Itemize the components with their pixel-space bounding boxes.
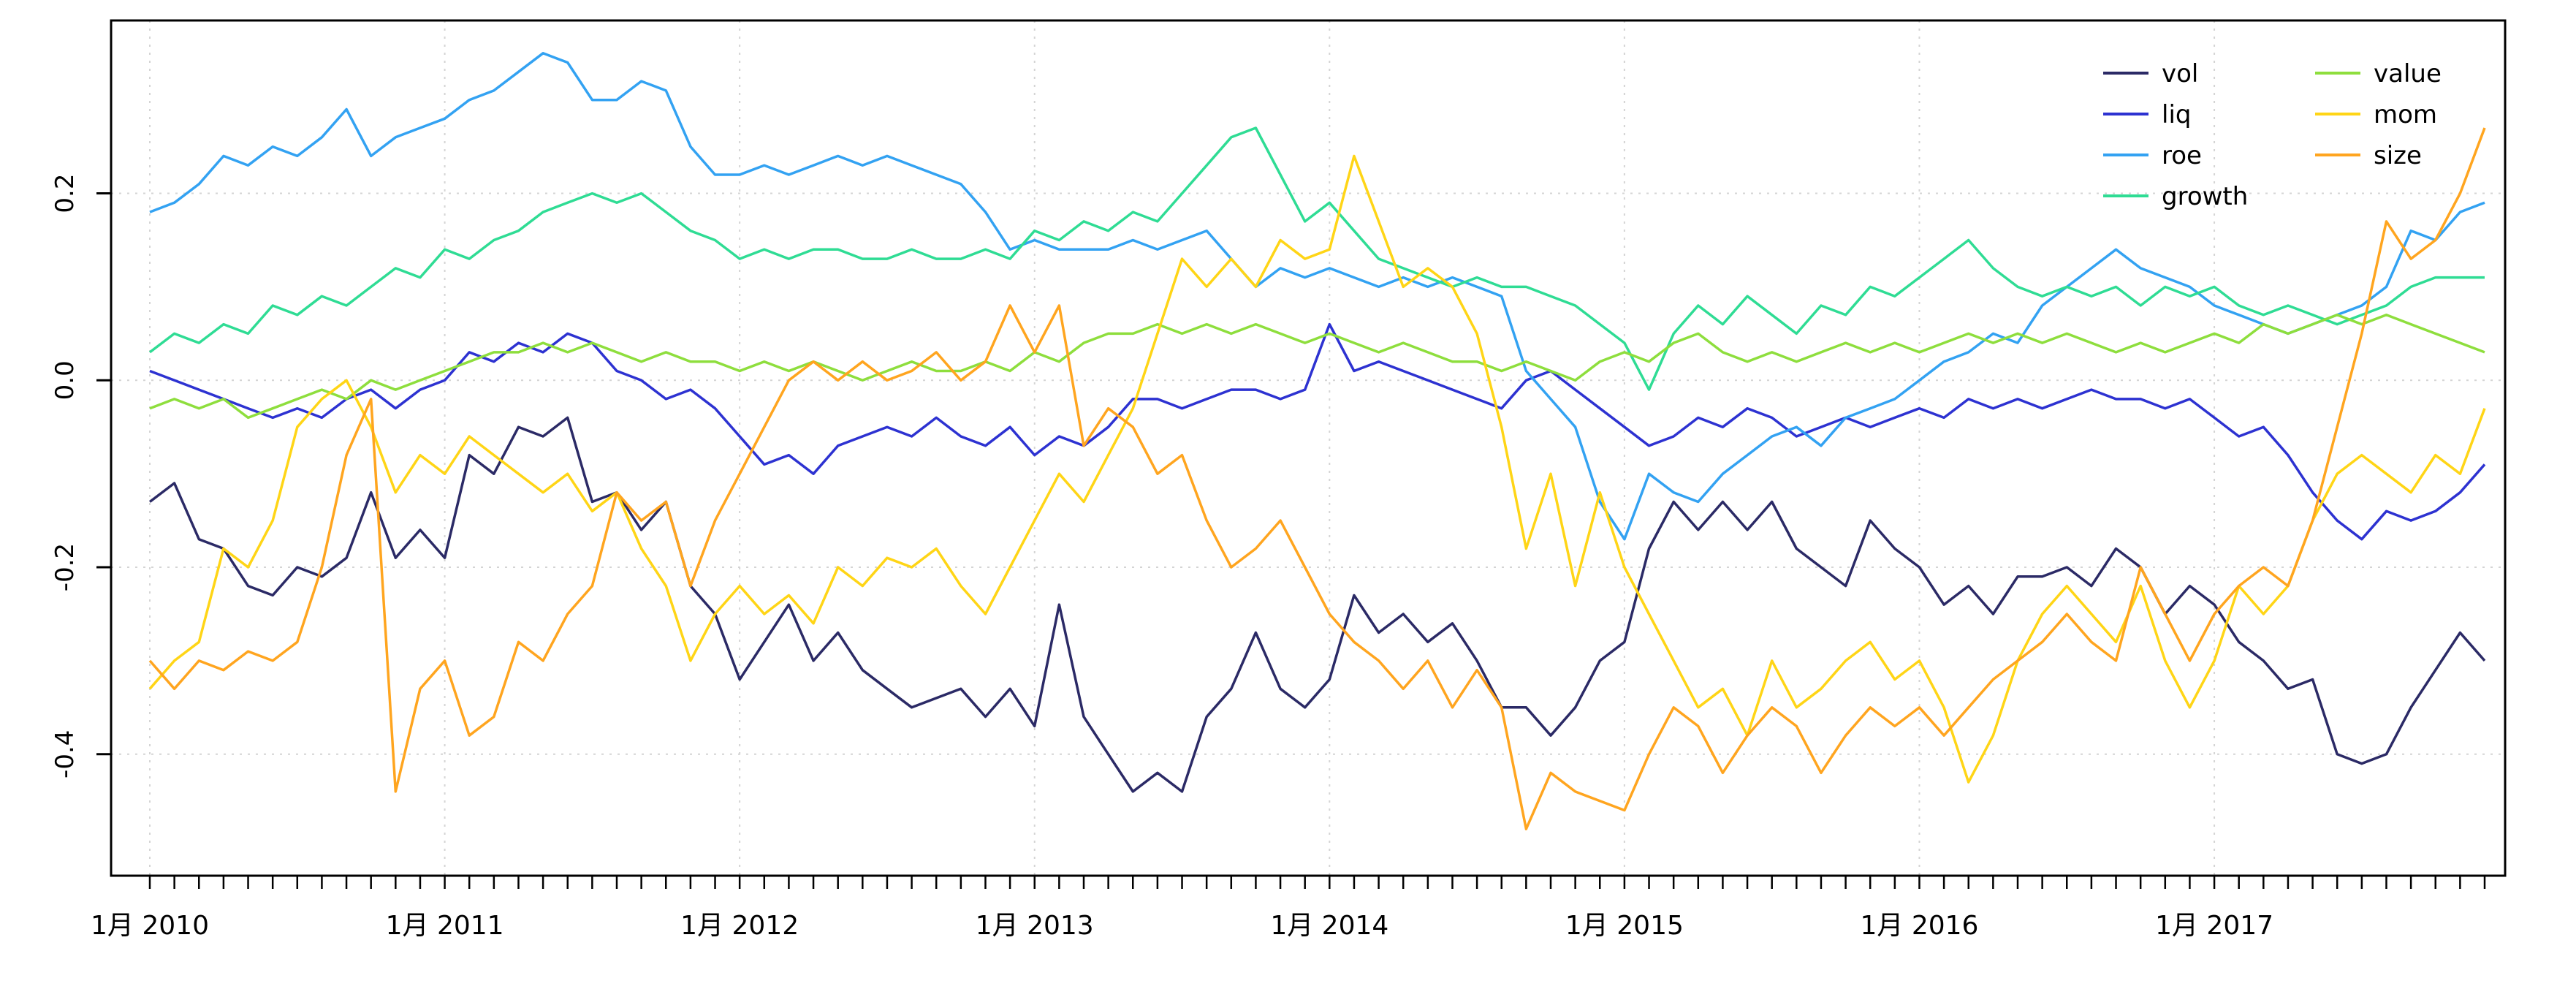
- x-tick-label: 1月 2014: [1270, 911, 1388, 941]
- x-tick-label: 1月 2015: [1565, 911, 1684, 941]
- y-tick-label: 0.2: [50, 174, 80, 213]
- vol-line: [148, 416, 2486, 793]
- legend-label-value: value: [2374, 59, 2442, 88]
- mom-line: [148, 154, 2486, 784]
- growth-line: [148, 126, 2485, 391]
- legend-label-roe: roe: [2162, 141, 2202, 170]
- x-tick-label: 1月 2013: [976, 911, 1094, 941]
- legend-label-liq: liq: [2162, 100, 2191, 129]
- plot-box: [110, 19, 2507, 877]
- x-tick-label: 1月 2011: [386, 911, 504, 941]
- legend-label-growth: growth: [2162, 182, 2248, 211]
- legend-label-mom: mom: [2374, 100, 2437, 129]
- x-tick-label: 1月 2010: [91, 911, 209, 941]
- roe-line: [149, 52, 2485, 541]
- value-line: [149, 314, 2485, 420]
- legend-label-vol: vol: [2162, 59, 2198, 88]
- size-line: [148, 127, 2486, 830]
- x-tick-label: 1月 2017: [2155, 911, 2273, 941]
- y-tick-label: -0.4: [50, 730, 80, 778]
- x-tick-label: 1月 2016: [1860, 911, 1978, 941]
- x-tick-label: 1月 2012: [680, 911, 799, 941]
- y-tick-label: -0.2: [50, 543, 80, 591]
- y-tick-label: 0.0: [50, 360, 80, 400]
- legend-label-size: size: [2374, 141, 2422, 170]
- liq-line: [149, 322, 2486, 541]
